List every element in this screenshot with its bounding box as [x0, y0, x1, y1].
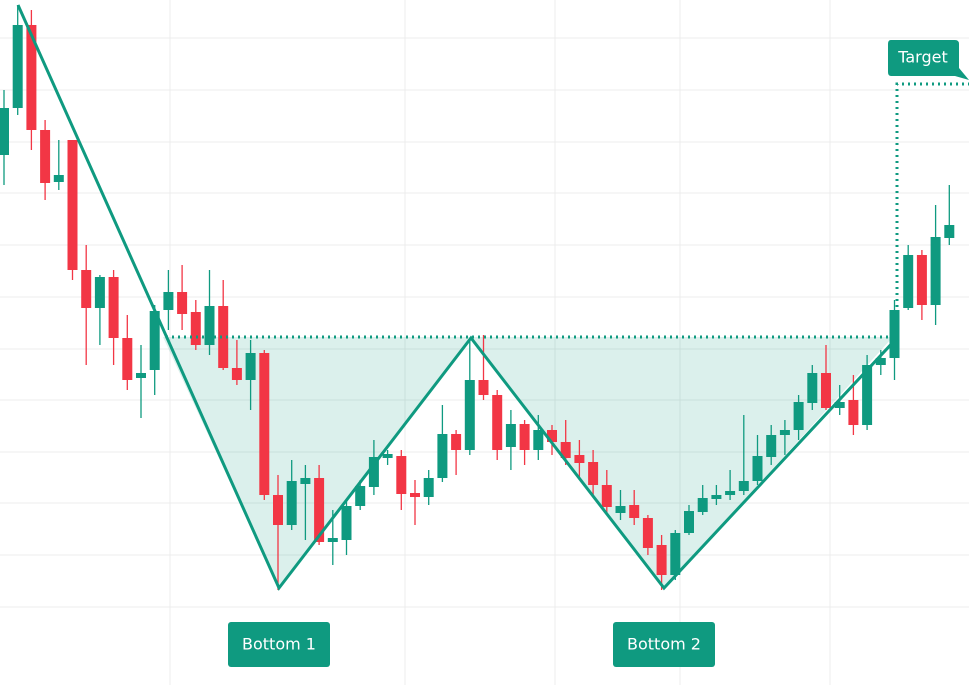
candle-body: [601, 485, 612, 507]
candle-body: [231, 368, 242, 380]
candle-body: [629, 505, 640, 518]
candle-body: [163, 292, 174, 310]
candle-body: [779, 430, 790, 435]
candle-body: [547, 430, 557, 442]
candle-body: [341, 506, 352, 540]
candle-body: [327, 538, 338, 542]
candle-body: [725, 491, 736, 495]
candle-body: [67, 140, 78, 270]
candle-body: [875, 358, 886, 365]
pattern-line: [16, 4, 899, 591]
candle-body: [642, 518, 653, 548]
candle-body: [903, 255, 914, 308]
candle-body: [697, 498, 708, 512]
candle-body: [848, 400, 859, 425]
candle-body: [588, 462, 599, 485]
target-label: Target: [888, 40, 969, 80]
label-box: [613, 622, 715, 667]
candle-body: [245, 353, 256, 380]
candle-body: [423, 478, 434, 497]
candle-body: [300, 478, 311, 484]
candle-body: [410, 493, 420, 497]
candle-body: [916, 255, 927, 305]
candles: [0, 5, 955, 590]
candle-body: [396, 456, 407, 494]
candle-body: [862, 365, 873, 425]
candle-body: [0, 108, 9, 155]
candle-body: [656, 545, 667, 575]
candle-body: [889, 310, 900, 358]
candle-body: [204, 306, 215, 345]
candle-body: [478, 380, 489, 395]
candle-body: [81, 270, 92, 308]
candle-body: [259, 353, 270, 495]
bottom-1-label: Bottom 1: [228, 622, 330, 667]
candle-body: [53, 175, 64, 182]
label-text: Bottom 1: [242, 635, 316, 654]
candle-body: [190, 312, 201, 345]
candle-body: [464, 380, 475, 450]
candle-body: [684, 511, 694, 533]
candle-body: [149, 311, 160, 370]
candle-body: [108, 277, 119, 338]
label-text: Bottom 2: [627, 635, 701, 654]
candle-body: [505, 424, 516, 447]
candle-body: [793, 402, 804, 430]
candle-body: [492, 395, 503, 450]
label-box: [228, 622, 330, 667]
bottom-2-label: Bottom 2: [613, 622, 715, 667]
candle-body: [94, 277, 105, 308]
candle-body: [26, 25, 37, 130]
candle-body: [807, 373, 818, 403]
candle-body: [40, 130, 51, 183]
candle-body: [766, 435, 777, 457]
candle-body: [711, 495, 722, 499]
target-line: [895, 82, 969, 337]
candle-body: [122, 338, 133, 380]
candle-body: [368, 457, 379, 487]
candle-body: [355, 486, 366, 506]
candle-body: [670, 533, 681, 575]
candle-body: [273, 495, 283, 525]
candle-body: [177, 292, 188, 314]
label-box: [888, 40, 969, 80]
candle-body: [574, 455, 585, 463]
label-text: Target: [897, 48, 948, 67]
candle-body: [944, 225, 955, 238]
candle-body: [560, 442, 571, 458]
candle-body: [136, 373, 146, 378]
candle-body: [821, 373, 831, 408]
pattern-area: [163, 337, 893, 588]
candle-body: [382, 454, 393, 458]
candle-body: [218, 306, 229, 368]
candle-body: [451, 434, 462, 450]
candle-body: [738, 481, 749, 491]
candle-body: [519, 424, 530, 450]
candle-body: [615, 506, 626, 513]
candle-body: [533, 430, 544, 450]
candle-body: [12, 25, 23, 108]
candle-body: [314, 478, 325, 542]
candle-body: [437, 434, 448, 478]
candle-body: [834, 402, 845, 408]
candle-body: [752, 456, 763, 481]
candle-body: [286, 481, 297, 525]
candle-body: [930, 237, 941, 305]
